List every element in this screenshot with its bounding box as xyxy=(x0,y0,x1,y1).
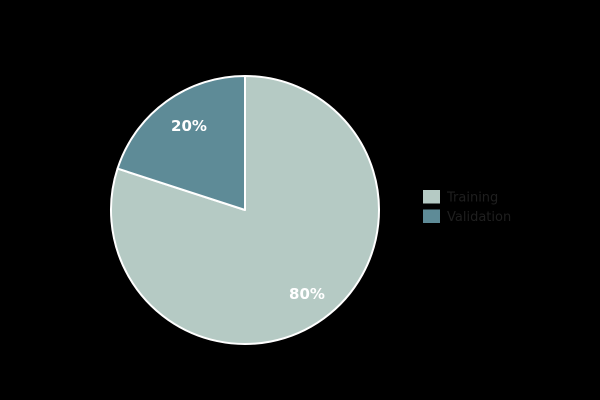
legend-label-validation: Validation xyxy=(447,210,511,225)
pct-label-80: 80% xyxy=(289,285,325,303)
pie-slice-validation xyxy=(116,75,246,211)
legend-item-training: Training xyxy=(423,190,498,206)
legend-swatch-training xyxy=(423,190,440,204)
pct-label-20: 20% xyxy=(171,117,207,135)
legend-swatch-validation xyxy=(423,209,440,223)
legend: Training Validation xyxy=(423,190,511,225)
legend-item-validation: Validation xyxy=(423,209,511,225)
legend-label-training: Training xyxy=(446,191,498,206)
